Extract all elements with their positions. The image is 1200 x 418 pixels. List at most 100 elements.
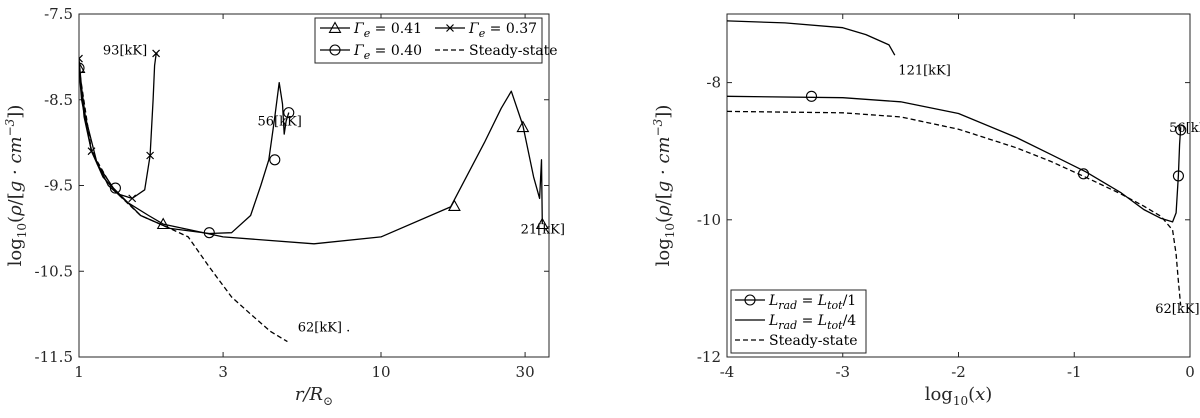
legend-sym: L <box>768 293 778 309</box>
left-marker-e-0-40 <box>283 107 295 119</box>
left-annotation-56-kk: 56[kK] <box>258 114 302 129</box>
right-line-steady-state <box>727 110 1182 306</box>
left-marker-e-0-40 <box>269 154 281 166</box>
right-ylabel-part: g · cm <box>653 136 674 192</box>
left-y-tick-label: -8.5 <box>44 91 73 109</box>
left-line-e-0-37 <box>79 52 158 200</box>
right-ylabel-part: ]) <box>653 105 674 119</box>
left-line-steady-state <box>79 67 288 343</box>
right-x-axis-label: log10(x) <box>925 384 993 408</box>
right-xlabel-sub: 10 <box>953 394 968 408</box>
legend-eq: = <box>797 293 818 309</box>
right-ylabel-part: /[ <box>653 192 674 205</box>
right-axis-ticks: -4 -3 -2 -1 0-8-10-12 <box>697 14 1195 381</box>
legend-sub: tot <box>827 319 843 332</box>
left-series-steady-state <box>79 67 288 343</box>
left-line-e-0-40 <box>79 67 290 235</box>
right-annotation-121-kk: 121[kK] <box>898 63 951 78</box>
right-xlabel-part: x <box>975 384 985 405</box>
right-y-axis-label: log10(ρ/[g · cm−3]) <box>651 105 677 267</box>
left-series-e-0-41 <box>79 61 549 245</box>
left-annotation-93-kk: 93[kK] <box>103 43 147 58</box>
right-annotation-56-kk: 56[kK] <box>1169 121 1200 136</box>
left-marker-e-0-37 <box>79 54 83 63</box>
right-legend-label-lrad-ltot-1: Lrad = Ltot/1 <box>768 293 856 312</box>
left-ylabel-sub: 10 <box>15 223 29 238</box>
right-legend-marker-lrad-ltot-1 <box>744 294 756 306</box>
legend-value: = 0.40 <box>370 43 422 59</box>
right-y-tick-label: -12 <box>697 348 721 366</box>
left-series-e-0-40 <box>79 62 295 239</box>
right-legend-label-lrad-ltot-4: Lrad = Ltot/4 <box>768 313 856 332</box>
right-x-tick-label: -4 <box>720 363 735 381</box>
right-legend-label-steady-state: Steady-state <box>769 333 858 349</box>
right-annotation-62-kk: 62[kK] <box>1155 302 1199 317</box>
right-y-tick-label: -10 <box>697 211 721 229</box>
right-marker-lrad-ltot-1 <box>805 90 818 102</box>
legend-sym: L <box>768 313 778 329</box>
right-series-group <box>727 20 1187 306</box>
left-marker-e-0-37 <box>152 49 161 58</box>
left-y-tick-label: -7.5 <box>44 5 73 23</box>
right-ylabel-part: ( <box>653 216 674 223</box>
legend-sub: e <box>364 49 371 62</box>
left-line-e-0-41 <box>79 67 543 245</box>
right-marker-lrad-ltot-1 <box>1175 124 1187 136</box>
left-ylabel-part: ρ <box>5 205 26 217</box>
left-annotation-62-kk: 62[kK] . <box>298 320 351 335</box>
right-x-tick-label: -3 <box>835 363 850 381</box>
left-marker-e-0-41 <box>447 199 461 212</box>
left-ylabel-sup: −3 <box>3 118 17 136</box>
right-xlabel-part: ) <box>985 384 992 405</box>
left-legend-marker-e-0-37 <box>446 24 454 32</box>
left-marker-e-0-40 <box>109 182 121 194</box>
legend-sub: rad <box>778 299 797 312</box>
right-xlabel-part: ( <box>968 384 975 405</box>
left-series-group <box>79 49 549 343</box>
left-ylabel-part: g · cm <box>5 136 26 192</box>
right-series-lrad-ltot-1 <box>727 90 1187 223</box>
legend-eq: = <box>797 313 818 329</box>
left-marker-e-0-37 <box>146 151 155 160</box>
right-x-tick-label: -1 <box>1067 363 1082 381</box>
right-line-lrad-ltot-4 <box>727 20 896 56</box>
right-ylabel-part: log <box>653 238 674 266</box>
right-annotations: 121[kK] 56[kK] 62[kK] <box>898 63 1200 317</box>
left-legend-label-e-0-37: Γe = 0.37 <box>468 21 537 40</box>
left-legend-label-e-0-41: Γe = 0.41 <box>353 21 422 40</box>
left-annotation-21-kk: 21[kK] <box>521 223 565 238</box>
left-x-tick-label: 3 <box>218 363 228 381</box>
legend-value: /4 <box>843 313 857 329</box>
legend-sub: e <box>479 27 486 40</box>
right-xlabel-part: log <box>925 384 953 405</box>
right-series-steady-state <box>727 110 1182 306</box>
left-legend-box <box>314 17 543 64</box>
left-legend-label-e-0-40: Γe = 0.40 <box>353 43 422 62</box>
left-x-tick-label: 30 <box>516 363 535 381</box>
right-ylabel-part: ρ <box>653 205 674 217</box>
left-x-axis-label: r/R⊙ <box>295 384 333 408</box>
legend-sym: L <box>817 313 827 329</box>
legend-sub: rad <box>778 319 797 332</box>
left-chart-panel: 1 3 10 30 -7.5 -8.5 -9.5 -10.5 -11.5 93[kK] 56[kK… <box>3 5 565 408</box>
left-legend-marker-e-0-41 <box>328 21 342 33</box>
right-y-tick-label: -8 <box>706 74 721 92</box>
left-marker-e-0-40 <box>203 227 215 239</box>
legend-value: /1 <box>843 293 857 309</box>
left-ylabel-part: log <box>5 238 26 266</box>
legend-sub: e <box>364 27 371 40</box>
right-ylabel-sup: −3 <box>651 118 665 136</box>
left-plot-frame <box>78 13 550 358</box>
left-x-tick-label: 1 <box>74 363 84 381</box>
left-y-tick-label: -9.5 <box>44 177 73 195</box>
left-xlabel-part: r/R <box>295 384 323 405</box>
left-marker-e-0-37 <box>128 194 137 203</box>
left-xlabel-sub: ⊙ <box>323 394 333 408</box>
right-marker-lrad-ltot-1 <box>1172 170 1184 182</box>
left-marker-e-0-41 <box>516 120 530 133</box>
left-x-tick-label: 10 <box>371 363 390 381</box>
right-x-tick-label: 0 <box>1185 363 1195 381</box>
